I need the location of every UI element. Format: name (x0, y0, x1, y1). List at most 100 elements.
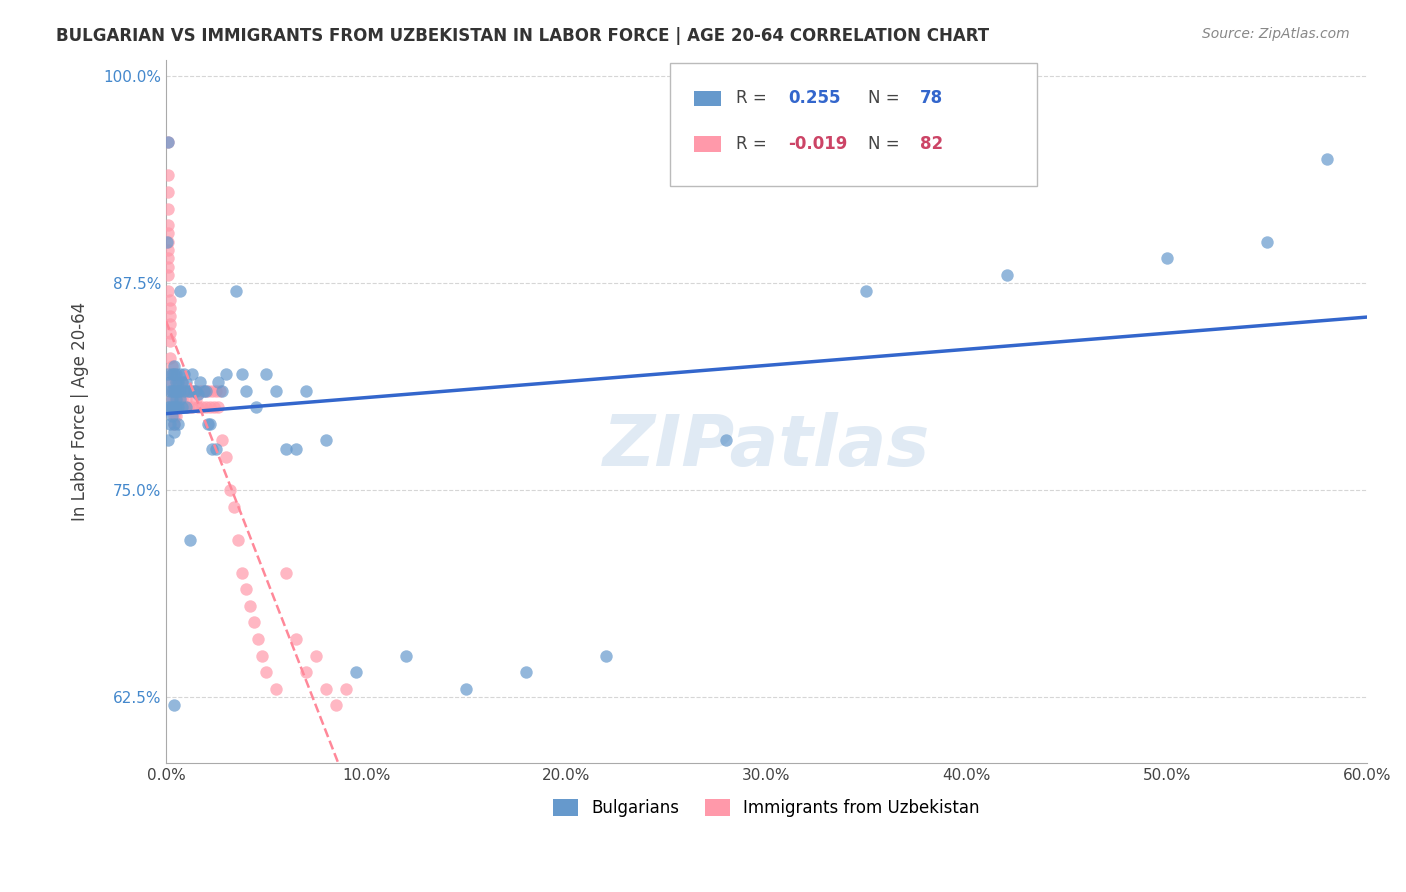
Text: -0.019: -0.019 (787, 135, 848, 153)
Point (167, 401, 190, 415)
Point (225, 285, 247, 299)
Point (235, 384, 257, 398)
Point (174, 401, 197, 415)
Point (156, 252, 179, 266)
Point (1256, 235, 1278, 249)
Point (163, 417, 186, 431)
Text: N =: N = (869, 135, 905, 153)
Point (167, 384, 190, 398)
Point (165, 384, 187, 398)
Point (195, 401, 218, 415)
Point (264, 681, 287, 696)
Point (159, 401, 181, 415)
Point (160, 384, 183, 398)
Point (183, 384, 205, 398)
Point (344, 665, 367, 679)
Point (156, 169, 179, 183)
Point (165, 401, 187, 415)
Point (179, 384, 201, 398)
Point (231, 566, 253, 580)
Point (165, 401, 187, 415)
Point (169, 392, 191, 406)
Point (207, 401, 229, 415)
Point (163, 359, 186, 373)
Point (165, 367, 187, 381)
Point (177, 401, 200, 415)
Point (165, 384, 187, 398)
Point (235, 582, 257, 597)
Point (163, 401, 186, 415)
Point (184, 384, 207, 398)
Text: N =: N = (869, 89, 905, 107)
Point (239, 599, 262, 613)
Point (163, 409, 186, 423)
Point (156, 434, 179, 448)
Point (160, 367, 183, 381)
Point (167, 392, 190, 406)
Point (395, 648, 418, 663)
Point (456, 681, 478, 696)
Point (159, 318, 181, 332)
Point (181, 401, 204, 415)
Point (254, 367, 277, 381)
Text: R =: R = (737, 135, 772, 153)
Point (995, 268, 1018, 282)
Point (156, 401, 179, 415)
Point (274, 442, 297, 456)
Text: 78: 78 (920, 89, 943, 107)
Point (165, 392, 187, 406)
Point (201, 442, 224, 456)
Point (207, 376, 229, 390)
Point (160, 409, 183, 423)
Point (167, 401, 190, 415)
Point (167, 376, 190, 390)
Point (159, 351, 181, 365)
Point (156, 235, 179, 249)
Point (159, 417, 181, 431)
Point (169, 401, 191, 415)
Point (167, 384, 190, 398)
Point (174, 376, 197, 390)
Point (159, 326, 181, 340)
Point (285, 632, 308, 646)
Point (191, 401, 214, 415)
Point (159, 293, 181, 307)
Point (169, 285, 191, 299)
FancyBboxPatch shape (695, 91, 721, 106)
Legend: Bulgarians, Immigrants from Uzbekistan: Bulgarians, Immigrants from Uzbekistan (546, 790, 988, 825)
Point (211, 434, 233, 448)
Point (295, 665, 318, 679)
Point (163, 425, 186, 439)
Point (193, 384, 215, 398)
Point (187, 387, 209, 401)
Point (169, 367, 191, 381)
Point (184, 392, 207, 406)
Point (167, 417, 190, 431)
Point (163, 367, 186, 381)
Point (305, 648, 328, 663)
Point (160, 401, 183, 415)
Point (156, 235, 179, 249)
Point (173, 384, 195, 398)
Point (198, 417, 221, 431)
Point (208, 384, 231, 398)
Point (165, 376, 187, 390)
Point (163, 417, 186, 431)
Point (159, 334, 181, 348)
Point (205, 442, 228, 456)
Point (197, 417, 219, 431)
Point (159, 301, 181, 315)
Point (177, 384, 200, 398)
Point (156, 260, 179, 274)
Point (170, 392, 193, 406)
Point (201, 384, 224, 398)
Point (188, 384, 211, 398)
Point (595, 648, 617, 663)
Point (197, 384, 219, 398)
Text: BULGARIAN VS IMMIGRANTS FROM UZBEKISTAN IN LABOR FORCE | AGE 20-64 CORRELATION C: BULGARIAN VS IMMIGRANTS FROM UZBEKISTAN … (56, 27, 990, 45)
Point (156, 218, 179, 232)
Point (243, 615, 266, 630)
Point (315, 434, 337, 448)
Point (179, 384, 201, 398)
Point (160, 401, 183, 415)
